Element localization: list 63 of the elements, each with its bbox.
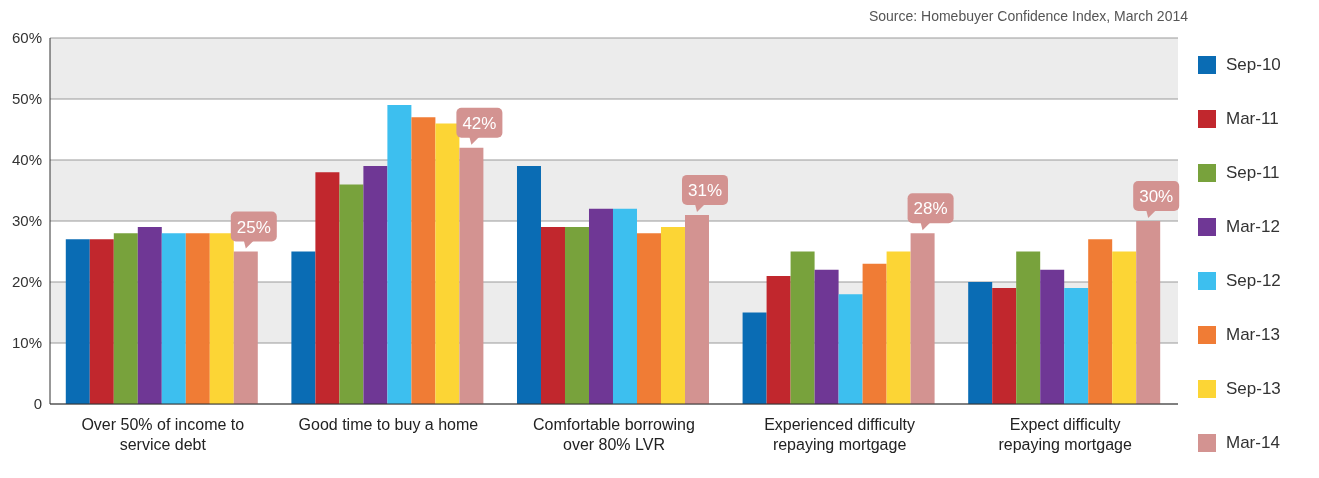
bar <box>89 239 114 404</box>
bar <box>814 269 839 404</box>
bar <box>161 233 186 404</box>
bar <box>516 166 541 404</box>
bar <box>363 166 388 404</box>
bar <box>564 227 589 404</box>
bar <box>185 233 210 404</box>
y-tick-label: 50% <box>11 90 42 108</box>
x-tick-label: Over 50% of income to service debt <box>81 416 245 453</box>
bar <box>435 123 460 404</box>
legend-label: Mar-11 <box>1226 109 1279 129</box>
x-tick-label: Experienced difficulty repaying mortgage <box>764 416 916 453</box>
bar <box>540 227 565 404</box>
bar <box>339 184 364 404</box>
legend-label: Sep-10 <box>1226 55 1281 75</box>
bar <box>790 251 815 404</box>
bar <box>886 251 911 404</box>
bar <box>315 172 340 404</box>
legend-label: Sep-13 <box>1226 379 1281 399</box>
data-label: 30% <box>1139 187 1174 206</box>
bar <box>1040 269 1065 404</box>
source-note: Source: Homebuyer Confidence Index, March 2014 <box>868 8 1188 24</box>
bar <box>1064 288 1089 404</box>
legend-label: Sep-11 <box>1226 163 1280 183</box>
bar <box>910 233 935 404</box>
bar <box>588 208 613 404</box>
x-tick-label: Expect difficulty repaying mortgage <box>998 416 1132 453</box>
bar <box>1112 251 1137 404</box>
y-tick-label: 20% <box>11 273 42 291</box>
legend-label: Mar-14 <box>1226 433 1280 453</box>
bar <box>1016 251 1041 404</box>
legend-label: Sep-12 <box>1226 271 1281 291</box>
y-tick-label: 10% <box>11 334 42 352</box>
legend-label: Mar-13 <box>1226 325 1280 345</box>
bar <box>1136 221 1161 404</box>
bar <box>137 227 162 404</box>
bar <box>387 105 412 404</box>
data-label: 42% <box>462 113 497 133</box>
data-label: 28% <box>913 199 948 219</box>
x-tick-label: Good time to buy a home <box>298 416 479 433</box>
bar <box>291 251 316 404</box>
bar <box>968 282 993 404</box>
y-tick-label: 40% <box>11 151 42 169</box>
y-tick-label: 30% <box>11 212 42 230</box>
bar <box>411 117 436 404</box>
bar <box>660 227 685 404</box>
legend-label: Mar-12 <box>1226 217 1280 237</box>
y-tick-label: 0 <box>33 395 42 413</box>
y-tick-label: 60% <box>11 29 42 47</box>
bar <box>65 239 90 404</box>
bar <box>766 275 791 404</box>
bar <box>742 312 767 404</box>
bar <box>992 288 1017 404</box>
data-label: 25% <box>236 217 271 237</box>
data-label: 31% <box>687 180 723 200</box>
bar <box>209 233 234 404</box>
bar <box>612 208 637 404</box>
x-tick-label: Comfortable borrowing over 80% LVR <box>533 416 695 453</box>
bar <box>1088 239 1113 404</box>
bar <box>636 233 661 404</box>
bar <box>862 263 887 404</box>
bar <box>838 294 863 404</box>
bar <box>113 233 138 404</box>
